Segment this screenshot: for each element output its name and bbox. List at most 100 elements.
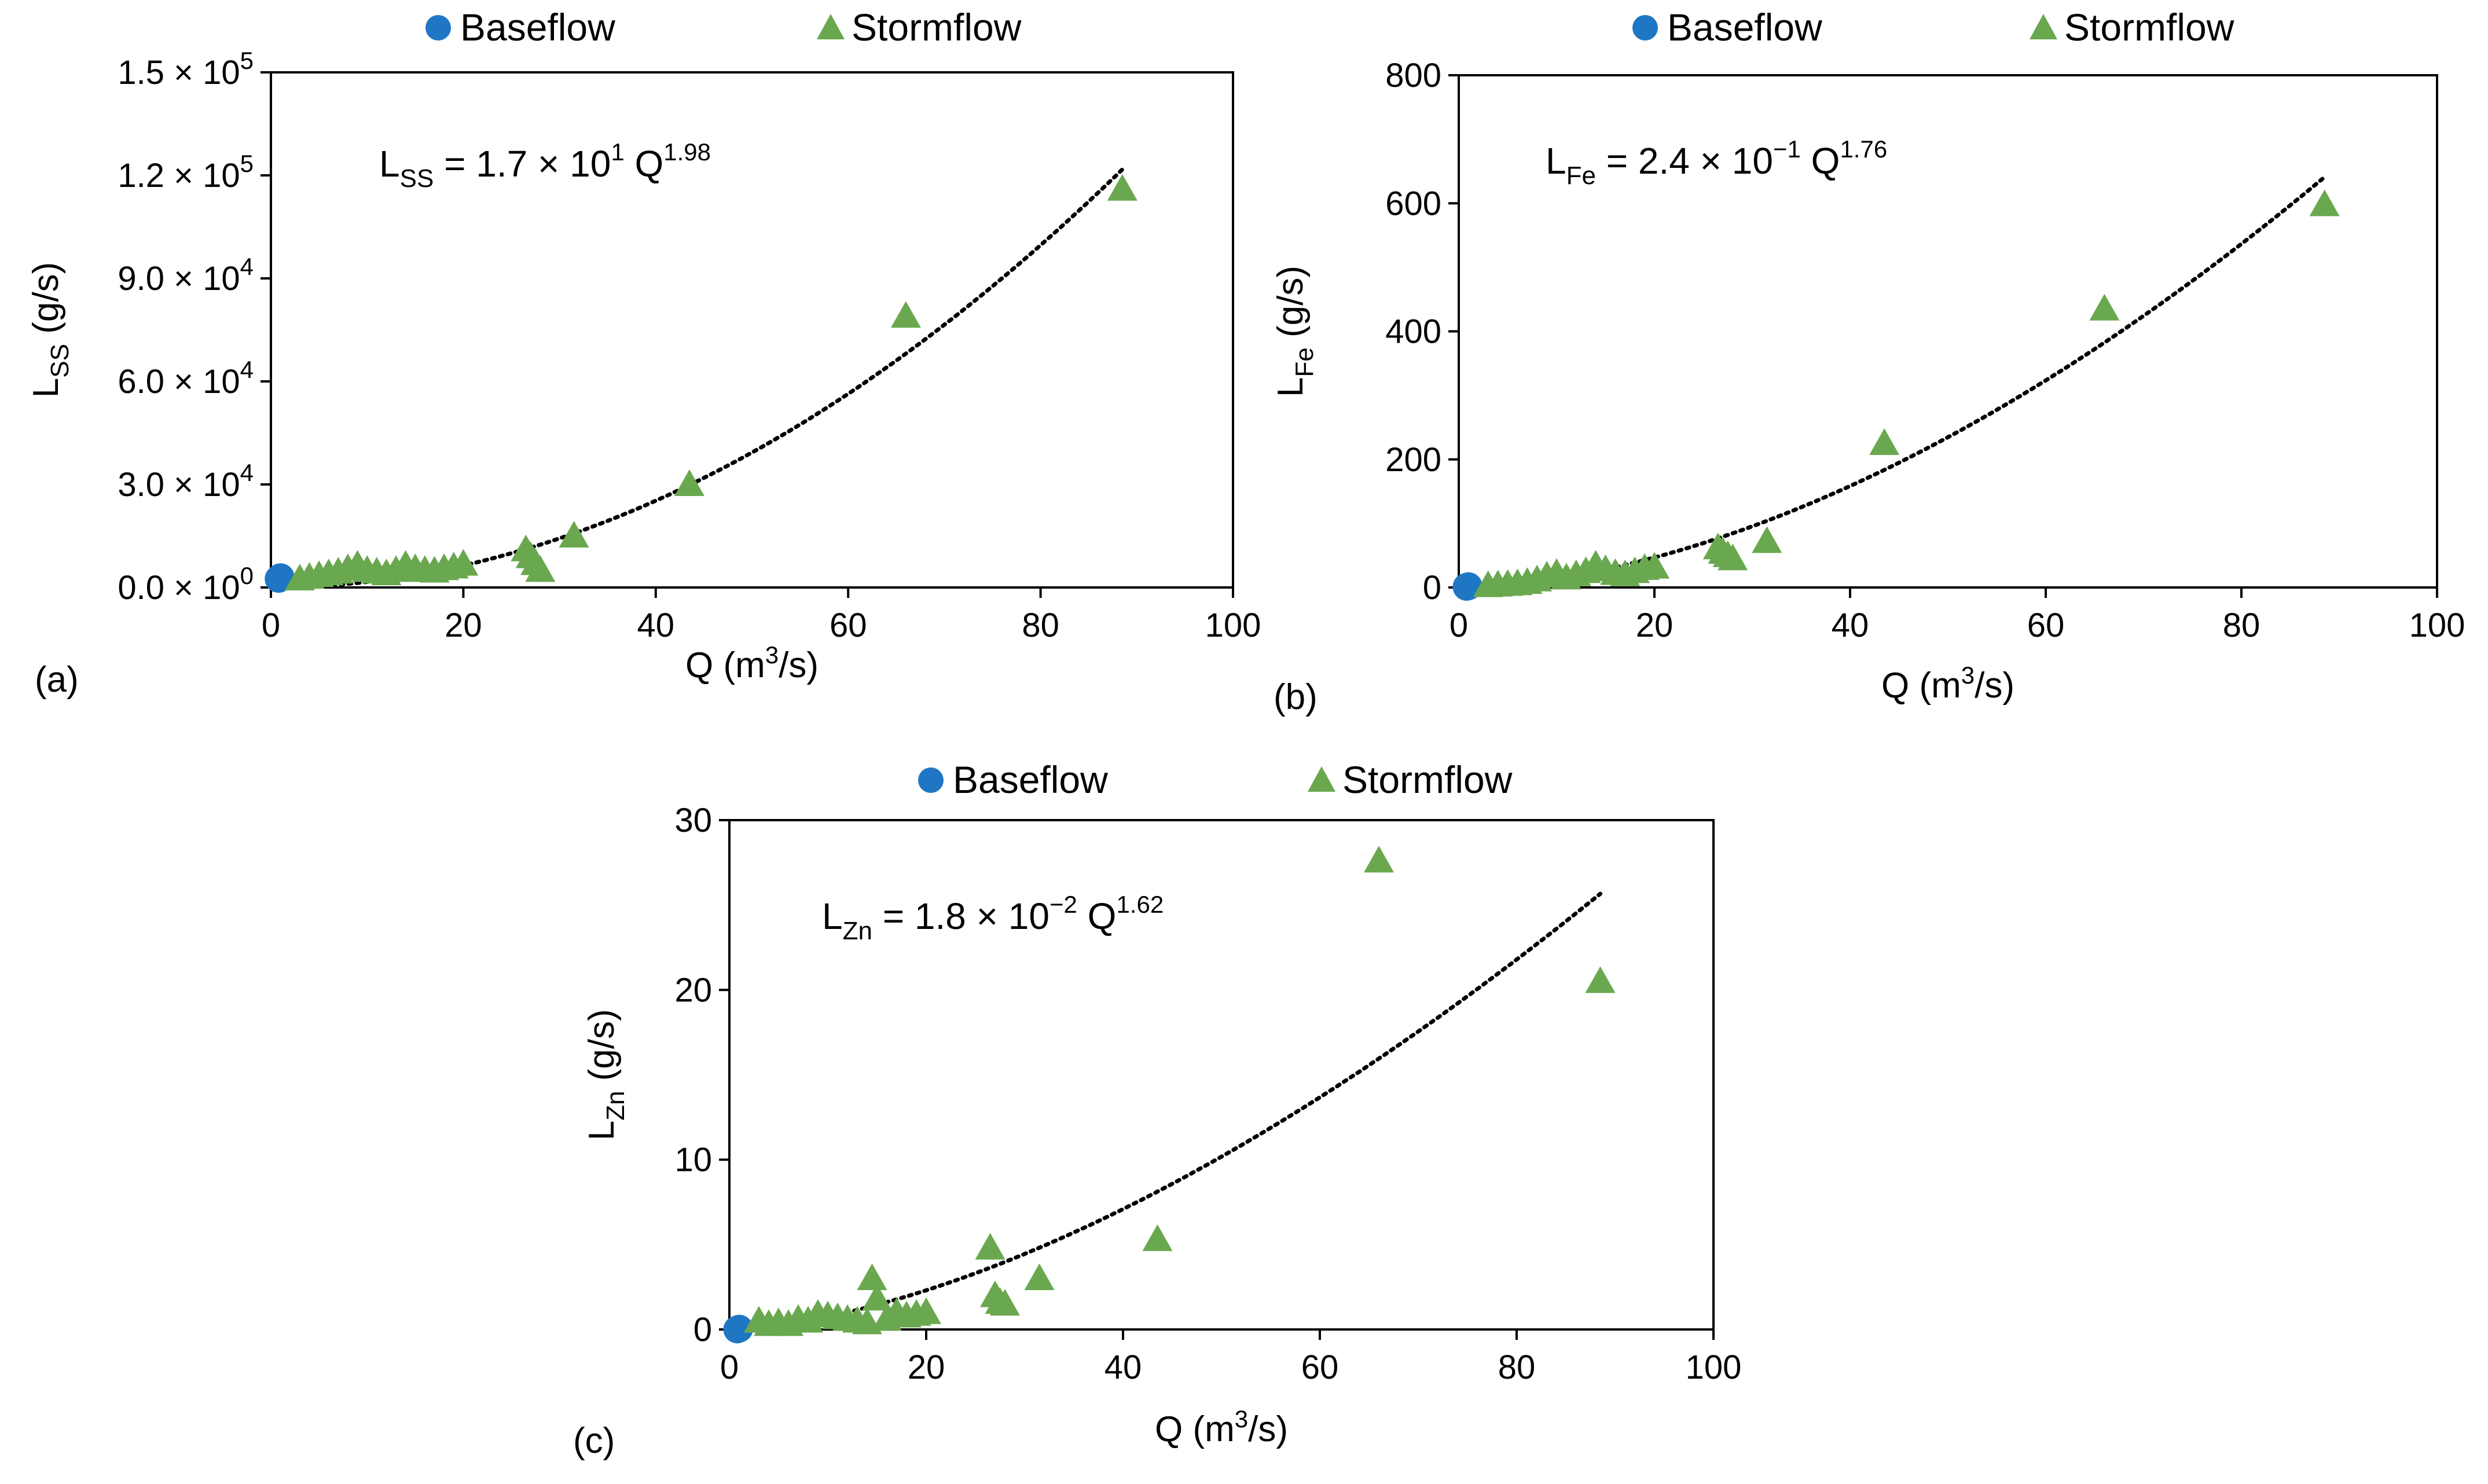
legend-stormflow-label: Stormflow (1342, 758, 1513, 801)
y-axis-title: LSS (g/s) (26, 262, 74, 398)
equation-rhs: = 1.7 × 10 (434, 143, 611, 185)
stormflow-point (1024, 1263, 1055, 1290)
y-tick-exponent: 4 (240, 459, 254, 486)
stormflow-point (2089, 293, 2120, 321)
stormflow-point (1718, 543, 1748, 571)
equation-lhs: L (1546, 140, 1566, 182)
stormflow-point (890, 301, 921, 328)
x-axis-title: Q (m3/s) (1881, 662, 2014, 706)
y-tick-label: 800 (1385, 57, 1441, 94)
y-tick-mantissa: 6.0 × 10 (118, 363, 240, 401)
legend: Baseflow Stormflow (425, 6, 1022, 49)
y-tick-mantissa: 0.0 × 10 (118, 569, 240, 607)
equation-exponent-2: 1.76 (1840, 135, 1887, 163)
x-axis-title-tail: /s) (779, 645, 819, 685)
x-axis: 0 20 40 60 80 100 (720, 1329, 1742, 1386)
y-tick-label: 0.0 × 100 (118, 562, 254, 607)
y-tick-mantissa: 1.5 × 10 (118, 54, 240, 91)
stormflow-point (990, 1289, 1020, 1316)
legend-baseflow-label: Baseflow (953, 758, 1108, 801)
legend: Baseflow Stormflow (918, 758, 1513, 801)
x-tick-label: 40 (1104, 1349, 1142, 1386)
legend-baseflow-marker (918, 767, 944, 793)
equation-exponent-1: 1 (611, 138, 624, 166)
y-tick-label: 9.0 × 104 (118, 253, 254, 297)
legend-stormflow-marker (1308, 766, 1335, 792)
x-tick-label: 0 (1450, 607, 1468, 644)
x-axis-title-tail: /s) (1248, 1409, 1288, 1449)
x-tick-label: 80 (2223, 607, 2261, 644)
plot-frame (728, 819, 1715, 1331)
x-tick-label: 100 (1686, 1349, 1742, 1386)
stormflow-point (2309, 189, 2340, 216)
x-tick-label: 100 (2409, 607, 2465, 644)
y-axis: 0 10 20 30 (674, 802, 729, 1349)
x-axis-title-sup: 3 (1961, 662, 1975, 689)
x-axis-title: Q (m3/s) (1155, 1405, 1288, 1449)
y-tick-exponent: 4 (240, 356, 254, 383)
y-axis-title-tail: (g/s) (1271, 266, 1311, 347)
y-tick-label: 10 (674, 1141, 712, 1179)
x-axis-title-main: Q (m (685, 645, 765, 685)
stormflow-point (862, 1284, 892, 1311)
y-tick-label: 400 (1385, 313, 1441, 351)
baseflow-point (266, 563, 295, 592)
y-axis-title-main: L (1271, 377, 1311, 397)
legend-baseflow-marker (1632, 15, 1658, 41)
y-axis-title-sub: Fe (1290, 347, 1319, 377)
y-tick-label: 1.5 × 105 (118, 47, 254, 91)
x-tick-label: 20 (908, 1349, 945, 1386)
y-tick-label: 1.2 × 105 (118, 150, 254, 194)
x-tick-label: 0 (262, 607, 280, 644)
equation-rhs2: Q (1077, 895, 1117, 937)
y-tick-label: 200 (1385, 441, 1441, 479)
series-stormflow (284, 174, 1137, 591)
legend-stormflow-label: Stormflow (2064, 6, 2234, 49)
x-axis-title-tail: /s) (1975, 666, 2014, 706)
stormflow-point (1107, 174, 1137, 201)
series-baseflow (723, 1314, 753, 1343)
x-axis-title-main: Q (m (1881, 666, 1961, 706)
equation-exponent-2: 1.62 (1116, 891, 1164, 918)
y-axis-title-sub: SS (46, 344, 74, 378)
equation-lhs-sub: SS (400, 164, 434, 193)
fit-equation: LZn = 1.8 × 10−2 Q1.62 (822, 891, 1164, 945)
plot-frame (270, 71, 1234, 589)
y-axis-title-main: L (582, 1121, 622, 1140)
x-tick-label: 60 (830, 607, 867, 644)
y-tick-exponent: 4 (240, 253, 254, 280)
stormflow-point (911, 1297, 941, 1324)
y-tick-label: 600 (1385, 185, 1441, 222)
x-axis-title-sup: 3 (765, 641, 779, 668)
equation-exponent-1: −2 (1049, 891, 1077, 918)
fit-equation: LFe = 2.4 × 10−1 Q1.76 (1546, 135, 1887, 190)
equation-lhs: L (379, 143, 400, 185)
legend-baseflow-label: Baseflow (460, 6, 615, 49)
stormflow-point (674, 469, 704, 496)
stormflow-point (1585, 966, 1616, 993)
panel-label: (b) (1274, 677, 1318, 717)
y-tick-mantissa: 3.0 × 10 (118, 466, 240, 504)
trend-line (1461, 175, 2327, 590)
legend-baseflow-label: Baseflow (1667, 6, 1822, 49)
equation-rhs: = 2.4 × 10 (1596, 140, 1773, 182)
equation-exponent-2: 1.98 (663, 138, 711, 166)
x-axis-title: Q (m3/s) (685, 641, 819, 685)
legend-stormflow-marker (2030, 14, 2057, 39)
y-axis-title: LZn (g/s) (582, 1009, 630, 1140)
stormflow-point (1142, 1224, 1173, 1251)
x-tick-label: 40 (1832, 607, 1869, 644)
trend-line (732, 891, 1602, 1332)
panel-label: (a) (35, 660, 79, 700)
y-tick-exponent: 5 (240, 47, 254, 74)
series-baseflow (265, 563, 295, 593)
stormflow-point (1639, 552, 1669, 579)
x-tick-label: 80 (1498, 1349, 1536, 1386)
x-tick-label: 40 (637, 607, 675, 644)
x-tick-label: 20 (445, 607, 482, 644)
equation-lhs-sub: Zn (843, 917, 872, 945)
legend: Baseflow Stormflow (1632, 6, 2234, 49)
stormflow-point (857, 1263, 887, 1290)
